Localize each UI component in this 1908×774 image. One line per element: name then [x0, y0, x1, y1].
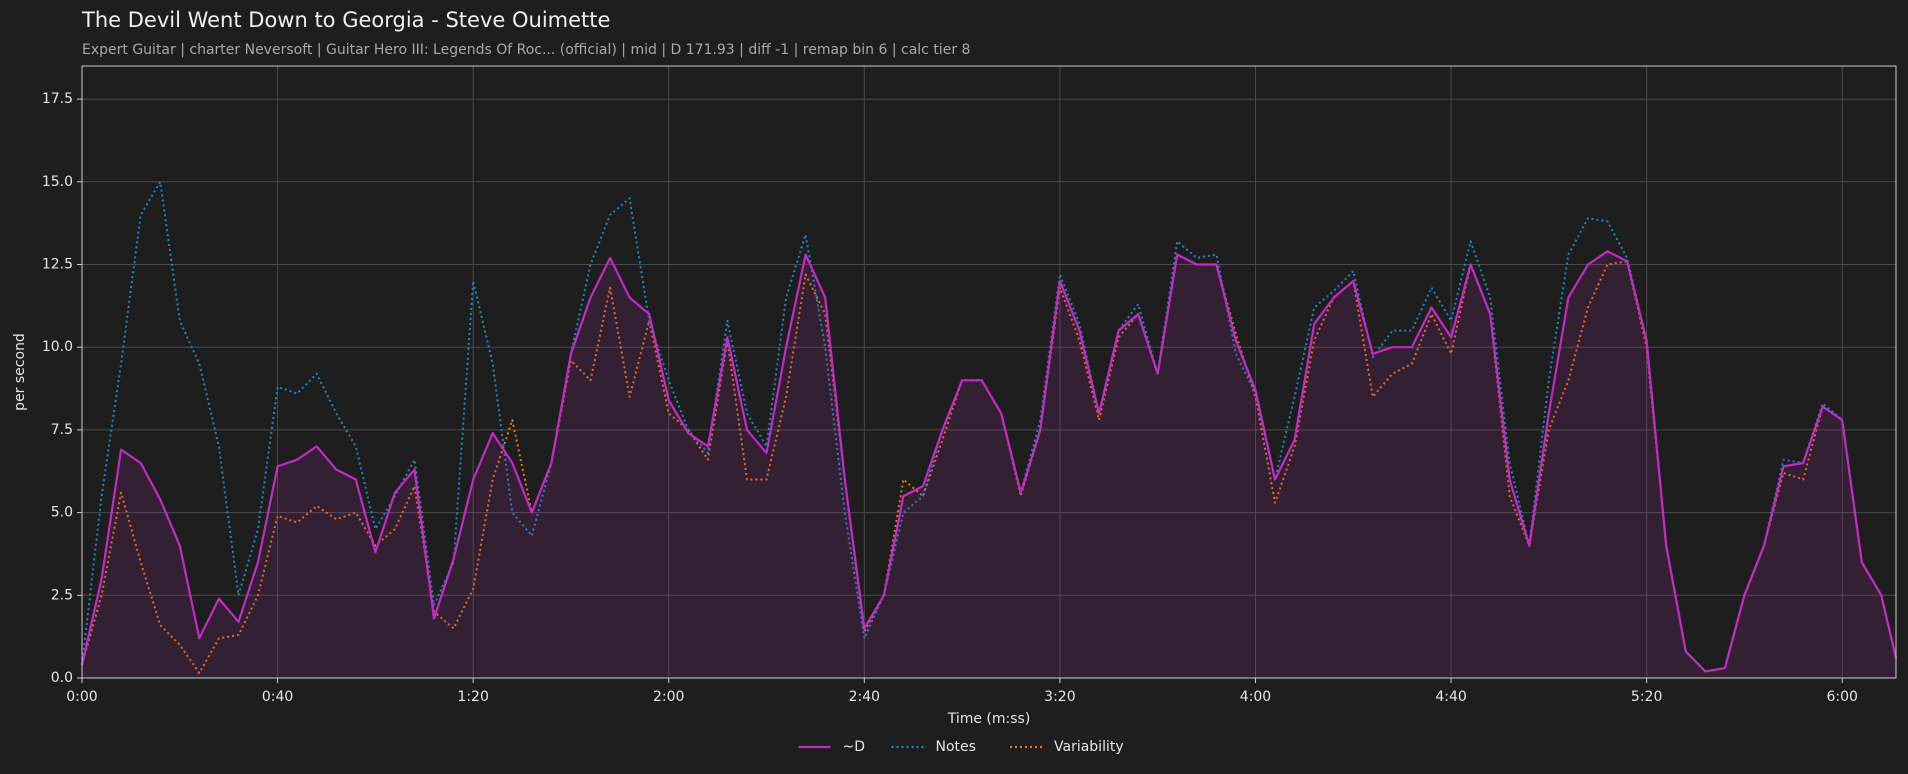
line: [80, 250, 1898, 673]
y-tick-label: 10.0: [42, 339, 73, 355]
y-tick-label: 7.5: [51, 422, 73, 438]
y-tick-label: 15.0: [42, 174, 73, 190]
x-axis-label: Time (m:ss): [947, 711, 1031, 727]
x-tick-label: 2:40: [849, 689, 880, 705]
x-tick-label: 4:00: [1240, 689, 1271, 705]
y-tick-label: 17.5: [42, 91, 73, 107]
x-tick-label: 0:00: [66, 689, 97, 705]
x-tick-label: 5:20: [1631, 689, 1662, 705]
x-tick-label: 6:00: [1826, 689, 1857, 705]
x-tick-label: 3:20: [1044, 689, 1075, 705]
plot-frame: [81, 65, 1897, 679]
x-tick-label: 1:20: [457, 689, 488, 705]
y-tick-label: 2.5: [51, 587, 73, 603]
y-tick-label: 0.0: [51, 670, 73, 686]
y-tick-label: 12.5: [42, 256, 73, 272]
x-tick-label: 2:00: [653, 689, 684, 705]
legend-label: Variability: [1054, 739, 1124, 755]
chart-title: The Devil Went Down to Georgia - Steve O…: [81, 8, 610, 32]
x-tick-label: 4:40: [1435, 689, 1466, 705]
x-tick-label: 0:40: [262, 689, 293, 705]
area: [82, 251, 1896, 679]
legend-label: ~D: [843, 739, 866, 755]
y-axis-label: per second: [12, 333, 28, 411]
y-tick-label: 5.0: [51, 505, 73, 521]
chart-subtitle: Expert Guitar | charter Neversoft | Guit…: [82, 42, 970, 58]
legend-label: Notes: [936, 739, 976, 755]
